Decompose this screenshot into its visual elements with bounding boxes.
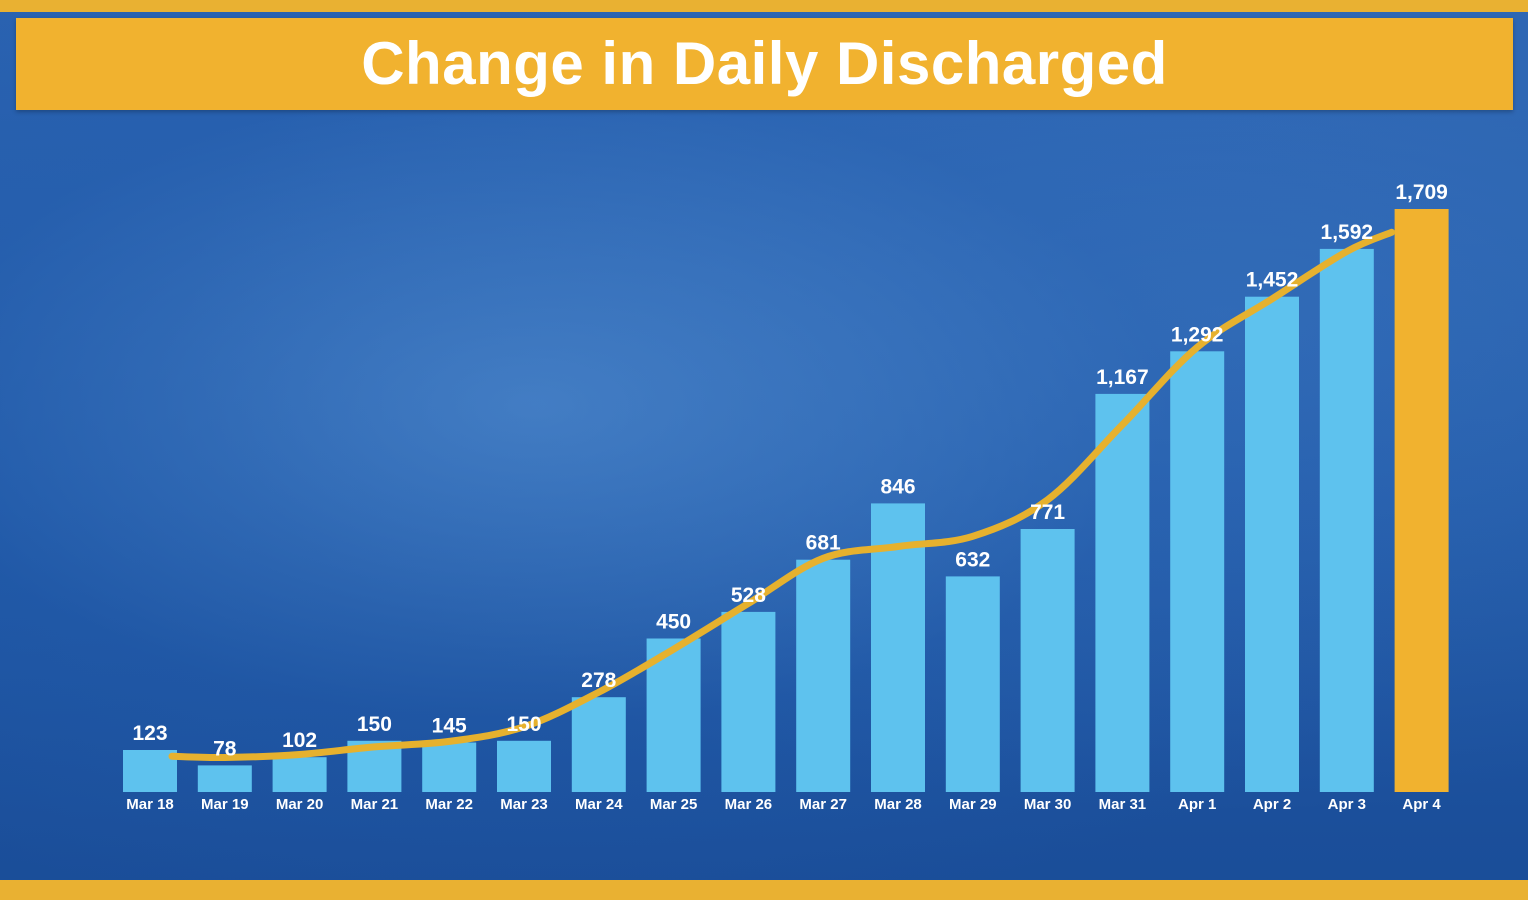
value-label: 450 <box>656 611 691 634</box>
bar-apr-3 <box>1319 248 1374 792</box>
chart-title: Change in Daily Discharged <box>361 30 1168 97</box>
bar-mar-27 <box>796 559 851 792</box>
bars-group <box>123 209 1449 792</box>
x-tick-label: Mar 23 <box>500 796 548 813</box>
top-border <box>0 0 1528 12</box>
x-tick-label: Mar 25 <box>650 796 698 813</box>
bar-apr-1 <box>1170 351 1225 792</box>
bar-mar-25 <box>646 638 701 792</box>
bar-mar-20 <box>272 757 327 792</box>
x-tick-label: Mar 24 <box>575 796 623 813</box>
x-tick-labels-group: Mar 18 Mar 19 Mar 20 Mar 21 Mar 22 Mar 23 Mar … <box>126 796 1441 813</box>
value-label: 1,709 <box>1395 181 1448 204</box>
bar-mar-18 <box>123 750 177 792</box>
bar-mar-24 <box>571 697 626 792</box>
x-tick-label: Apr 2 <box>1253 796 1291 813</box>
value-label: 528 <box>731 584 766 607</box>
bar-apr-2 <box>1245 296 1299 792</box>
x-tick-label: Mar 27 <box>799 796 847 813</box>
bar-mar-22 <box>422 742 477 792</box>
x-tick-label: Mar 19 <box>201 796 249 813</box>
x-tick-label: Mar 22 <box>425 796 473 813</box>
value-label: 150 <box>357 713 392 736</box>
value-label: 150 <box>506 713 541 736</box>
bar-mar-26 <box>721 611 776 792</box>
value-label: 102 <box>282 729 317 752</box>
x-tick-label: Mar 21 <box>351 796 399 813</box>
value-label: 1,292 <box>1171 323 1224 346</box>
x-tick-label: Mar 28 <box>874 796 922 813</box>
title-banner: Change in Daily Discharged <box>16 18 1513 110</box>
value-label: 1,167 <box>1096 366 1149 389</box>
value-label: 681 <box>806 532 841 555</box>
x-tick-label: Apr 3 <box>1328 796 1366 813</box>
bar-mar-19 <box>197 765 252 792</box>
x-tick-label: Mar 20 <box>276 796 324 813</box>
x-tick-label: Mar 29 <box>949 796 997 813</box>
value-label: 632 <box>955 548 990 571</box>
bottom-border <box>0 880 1528 900</box>
value-labels-group: 123 78 102 150 145 150 278 450 528 681 846 632 771 1,… <box>132 181 1447 760</box>
bar-apr-4 <box>1394 209 1449 792</box>
value-label: 1,452 <box>1246 269 1299 292</box>
value-label: 78 <box>213 737 237 760</box>
bar-mar-30 <box>1020 529 1075 792</box>
value-label: 1,592 <box>1321 221 1374 244</box>
value-label: 278 <box>581 669 616 692</box>
trend-line <box>168 228 1396 762</box>
value-label: 123 <box>132 722 167 745</box>
x-tick-label: Mar 26 <box>725 796 773 813</box>
x-tick-label: Mar 18 <box>126 796 174 813</box>
x-tick-label: Apr 4 <box>1402 796 1441 813</box>
value-label: 771 <box>1030 501 1065 524</box>
bar-mar-31 <box>1095 393 1150 792</box>
value-label: 846 <box>880 475 915 498</box>
x-tick-label: Mar 31 <box>1099 796 1147 813</box>
x-tick-label: Apr 1 <box>1178 796 1216 813</box>
bar-mar-23 <box>497 740 551 792</box>
value-label: 145 <box>432 715 467 738</box>
x-tick-label: Mar 30 <box>1024 796 1072 813</box>
bar-mar-29 <box>945 576 1000 792</box>
